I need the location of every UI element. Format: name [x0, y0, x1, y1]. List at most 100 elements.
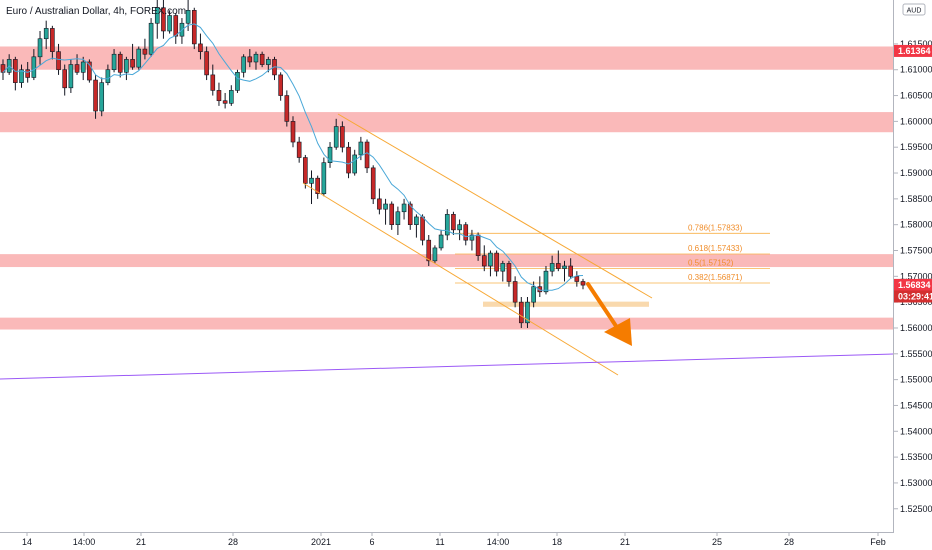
candle — [401, 198, 407, 220]
candle — [537, 276, 543, 297]
candle-body — [494, 252, 499, 272]
candle-body — [518, 301, 524, 324]
channel-lower-line — [302, 182, 619, 376]
y-tick-label: 1.57500 — [900, 246, 932, 256]
candle-body — [68, 64, 74, 89]
price-label-text: 03:29:41 — [898, 291, 932, 301]
price-label-3: 03:29:41 — [894, 290, 932, 303]
x-tick-label: 14 — [22, 537, 32, 547]
candle-body — [173, 15, 179, 37]
candle-body — [525, 301, 530, 324]
candle-body — [37, 38, 43, 58]
candle — [222, 92, 228, 109]
zone-1 — [0, 46, 893, 70]
y-tick-label: 1.59500 — [900, 142, 932, 152]
candle-body — [321, 162, 327, 194]
candle-body — [377, 198, 382, 210]
candle-body — [315, 177, 320, 194]
forecast-arrow — [586, 282, 632, 346]
candle — [303, 154, 308, 189]
candle-body — [574, 276, 580, 282]
candle — [481, 245, 487, 272]
currency-badge[interactable]: AUD — [902, 3, 926, 16]
forecast-arrow-head — [604, 318, 632, 346]
candle-body — [481, 255, 487, 267]
candle-body — [469, 234, 475, 241]
candle — [432, 245, 438, 264]
candle — [19, 64, 24, 88]
x-tick-label: 28 — [784, 537, 794, 547]
candle-body — [99, 82, 105, 112]
candle — [580, 278, 586, 290]
price-label-bg — [894, 44, 932, 57]
candle-body — [185, 10, 191, 24]
candle-body — [531, 286, 536, 303]
support-resistance-zones — [0, 46, 893, 330]
candle-body — [266, 59, 271, 65]
candle-body — [506, 263, 512, 282]
candle — [518, 296, 524, 328]
y-tick-label: 1.58000 — [900, 220, 932, 230]
candle — [210, 64, 216, 96]
candle — [68, 59, 74, 93]
candle — [463, 222, 469, 246]
candle — [161, 0, 166, 39]
candle-body — [401, 203, 407, 213]
candle-body — [198, 43, 203, 52]
candle — [556, 250, 561, 272]
candle — [167, 10, 172, 34]
x-tick-label: 2021 — [311, 537, 331, 547]
candle — [50, 25, 55, 60]
price-label-bg — [894, 290, 932, 303]
candle — [216, 82, 222, 106]
candle — [142, 38, 148, 60]
candle-body — [62, 69, 68, 89]
candle-body — [444, 214, 450, 236]
candle-body — [25, 69, 30, 78]
candle — [278, 72, 283, 101]
candle-body — [50, 28, 55, 52]
candle-body — [383, 203, 388, 210]
candle — [562, 260, 567, 282]
candle-body — [290, 121, 296, 143]
fib-base-band — [483, 301, 649, 307]
moving-average-line — [2, 23, 584, 291]
candle — [383, 198, 388, 225]
candle-body — [228, 90, 234, 104]
candle — [111, 49, 117, 73]
candle-body — [364, 141, 370, 169]
candle-body — [303, 157, 308, 184]
candle-body — [457, 224, 462, 231]
candle-body — [333, 126, 339, 148]
candle-body — [568, 265, 573, 277]
price-label-text: 1.61364 — [898, 46, 931, 56]
candle — [494, 250, 499, 277]
fib-label-1: 0.786(1.57833) — [688, 223, 743, 232]
candle-body — [105, 69, 111, 83]
x-tick-label: 14:00 — [487, 537, 510, 547]
price-label-text: 1.56834 — [898, 280, 931, 290]
candle-body — [247, 56, 253, 63]
candle-body — [426, 239, 432, 262]
x-tick-label: 21 — [136, 537, 146, 547]
candle — [148, 18, 154, 57]
candle-body — [167, 15, 172, 32]
candle — [235, 69, 240, 93]
channel-upper-line — [337, 113, 653, 299]
candle — [370, 165, 376, 205]
candle — [259, 51, 265, 68]
candle — [315, 175, 320, 199]
candle-body — [56, 51, 61, 71]
y-tick-label: 1.54500 — [900, 400, 932, 410]
x-tick-label: Feb — [870, 537, 886, 547]
candle — [43, 20, 49, 50]
candle-body — [389, 203, 395, 225]
candle — [327, 142, 333, 168]
candle-body — [346, 146, 351, 174]
candle-body — [414, 216, 419, 225]
candle — [309, 170, 314, 205]
candle — [457, 219, 462, 241]
candle-body — [0, 64, 6, 73]
y-tick-label: 1.61500 — [900, 39, 932, 49]
